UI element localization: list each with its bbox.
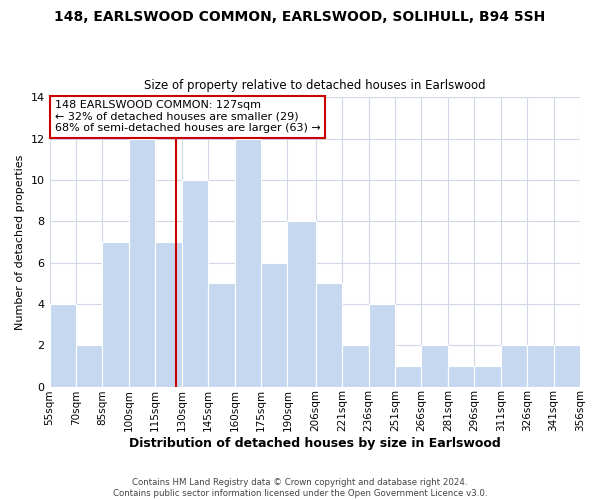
Bar: [261, 262, 287, 386]
Bar: [50, 304, 76, 386]
Text: Contains HM Land Registry data © Crown copyright and database right 2024.
Contai: Contains HM Land Registry data © Crown c…: [113, 478, 487, 498]
Bar: [448, 366, 474, 386]
Bar: [421, 345, 448, 387]
Bar: [235, 138, 261, 386]
Text: 148 EARLSWOOD COMMON: 127sqm
← 32% of detached houses are smaller (29)
68% of se: 148 EARLSWOOD COMMON: 127sqm ← 32% of de…: [55, 100, 320, 134]
Bar: [554, 345, 580, 387]
Bar: [208, 284, 235, 387]
Bar: [155, 242, 182, 386]
Bar: [474, 366, 500, 386]
Bar: [316, 284, 342, 387]
X-axis label: Distribution of detached houses by size in Earlswood: Distribution of detached houses by size …: [129, 437, 500, 450]
Bar: [342, 345, 368, 387]
Bar: [103, 242, 129, 386]
Bar: [368, 304, 395, 386]
Bar: [182, 180, 208, 386]
Bar: [527, 345, 554, 387]
Y-axis label: Number of detached properties: Number of detached properties: [15, 154, 25, 330]
Bar: [76, 345, 103, 387]
Bar: [395, 366, 421, 386]
Title: Size of property relative to detached houses in Earlswood: Size of property relative to detached ho…: [144, 79, 485, 92]
Bar: [500, 345, 527, 387]
Bar: [129, 138, 155, 386]
Text: 148, EARLSWOOD COMMON, EARLSWOOD, SOLIHULL, B94 5SH: 148, EARLSWOOD COMMON, EARLSWOOD, SOLIHU…: [55, 10, 545, 24]
Bar: [287, 222, 316, 386]
